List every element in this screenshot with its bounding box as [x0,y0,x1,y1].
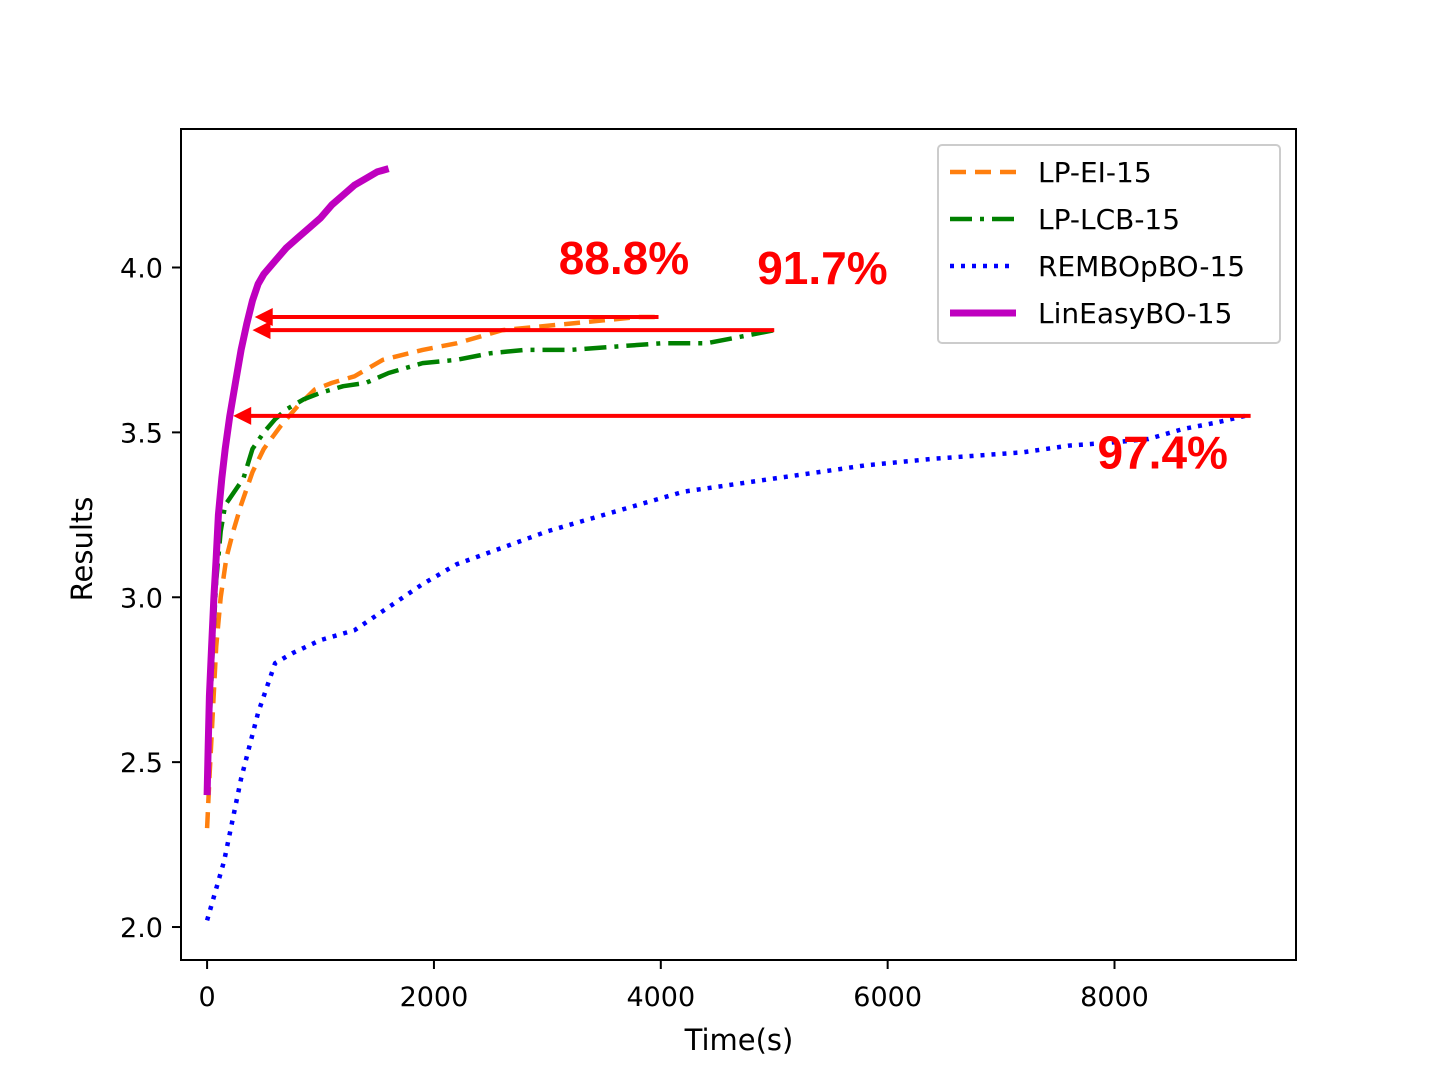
x-axis-label: Time(s) [684,1023,794,1057]
series-line-lp-lcb-15 [204,327,775,796]
arrow-layer [233,307,1251,425]
y-tick-label: 4.0 [120,254,163,285]
legend-label-rembopbo-15: REMBOpBO-15 [1038,250,1245,283]
series-layer [203,165,1246,922]
x-tick-label: 8000 [1080,982,1149,1013]
x-tick-label: 4000 [626,982,695,1013]
y-axis: 2.0 2.5 3.0 3.5 4.0 [120,254,181,944]
annotation-label-0: 88.8% [559,232,689,284]
annotation-layer: 88.8% 91.7% 97.4% [559,232,1228,479]
arrow-head-2 [233,406,252,425]
annotation-label-1: 91.7% [757,242,887,294]
legend-label-lp-lcb-15: LP-LCB-15 [1038,203,1180,236]
arrow-head-0 [254,307,273,326]
legend: LP-EI-15 LP-LCB-15 REMBOpBO-15 LinEasyBO-15 [937,144,1281,344]
plot-frame [180,128,1297,961]
y-tick-label: 2.5 [120,748,163,779]
legend-label-lineasybo-15: LinEasyBO-15 [1038,297,1232,330]
y-axis-label: Results [65,497,99,602]
legend-box [937,144,1281,344]
y-tick-label: 3.0 [120,583,163,614]
y-tick-label: 3.5 [120,418,163,449]
x-axis: 0 2000 4000 6000 8000 [198,960,1149,1013]
legend-label-lp-ei-15: LP-EI-15 [1038,156,1152,189]
series-line-rembopbo-15 [204,413,1246,922]
x-tick-label: 0 [198,982,215,1013]
x-tick-label: 2000 [400,982,469,1013]
series-line-lineasybo-15 [203,165,390,796]
annotation-label-2: 97.4% [1098,427,1228,479]
x-tick-label: 6000 [853,982,922,1013]
arrow-head-1 [252,321,271,340]
y-tick-label: 2.0 [120,913,163,944]
series-line-lp-ei-15 [204,314,656,829]
